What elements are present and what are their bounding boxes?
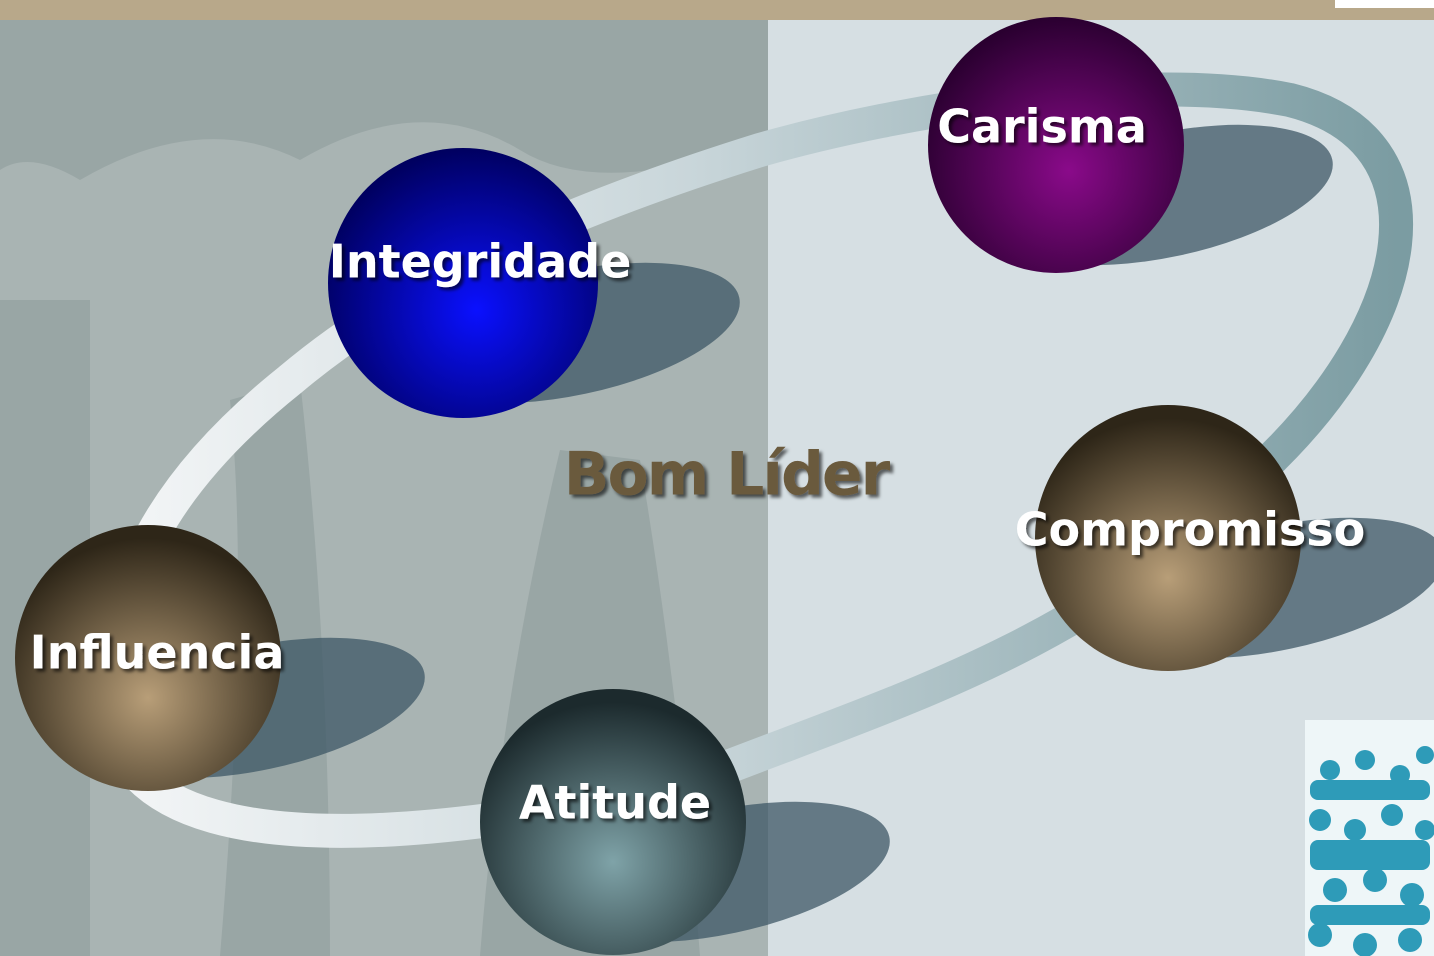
node-label: Compromisso bbox=[1015, 503, 1366, 557]
center-label: Bom Líder bbox=[564, 440, 891, 510]
node-label: Influencia bbox=[30, 626, 285, 680]
slide: Carisma Integridade Compromisso Influencia A… bbox=[0, 0, 1434, 956]
people-image bbox=[1305, 720, 1434, 956]
node-label: Integridade bbox=[329, 235, 632, 289]
top-band bbox=[0, 0, 1434, 20]
node-label: Carisma bbox=[937, 100, 1147, 154]
node-label: Atitude bbox=[519, 776, 711, 830]
corner-mark bbox=[1335, 0, 1434, 8]
